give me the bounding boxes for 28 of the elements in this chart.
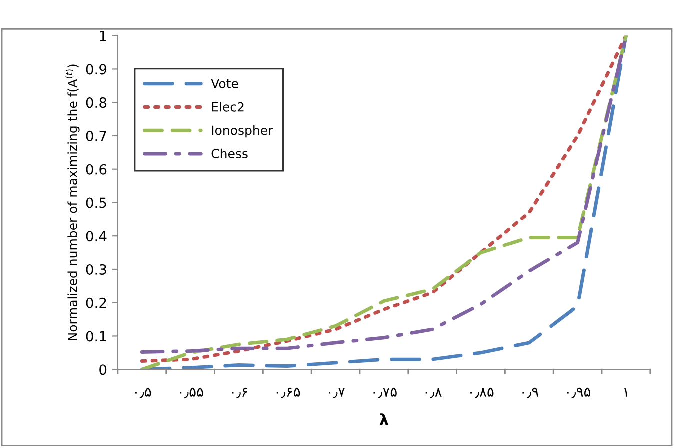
y-tick-label: 0.1 <box>86 331 106 342</box>
x-tick-label: ۰٫۹۵ <box>567 388 591 398</box>
y-tick-label: 0.8 <box>86 98 107 108</box>
legend-label: Elec2 <box>212 102 244 112</box>
y-tick-label: 0.4 <box>86 231 107 242</box>
legend-label: Ionospher <box>212 125 274 138</box>
x-tick-label: ۰٫۶۵ <box>276 388 300 398</box>
y-tick-label: 0.2 <box>86 298 106 308</box>
y-tick-label: 0.5 <box>86 198 106 208</box>
x-tick-label: ۰٫۷ <box>329 388 346 398</box>
x-tick-label: ۰٫۵ <box>135 388 152 398</box>
y-tick-label: 0 <box>100 364 107 376</box>
y-tick-label: 1 <box>100 30 106 42</box>
x-tick-label: ۰٫۵۵ <box>180 388 204 398</box>
x-tick-label: ۰٫۶ <box>232 388 248 398</box>
x-tick-label: ۰٫۸ <box>426 388 442 398</box>
x-tick-label: ۰٫۷۵ <box>374 388 397 398</box>
x-tick-label: ۰٫۹ <box>522 388 538 398</box>
y-tick-label: 0.6 <box>86 164 107 175</box>
legend-label: Vote <box>211 79 238 88</box>
x-axis-title: λ <box>380 414 389 426</box>
x-tick-label: ۱ <box>624 388 628 397</box>
y-tick-label: 0.3 <box>86 264 106 275</box>
y-axis-title: Normalized number of maximizing the f(A$^{(t)}$) <box>66 64 80 340</box>
x-tick-label: ۰٫۸۵ <box>470 388 494 398</box>
y-tick-label: 0.7 <box>86 130 106 142</box>
y-tick-label: 0.9 <box>86 64 107 75</box>
legend-label: Chess <box>212 148 248 159</box>
